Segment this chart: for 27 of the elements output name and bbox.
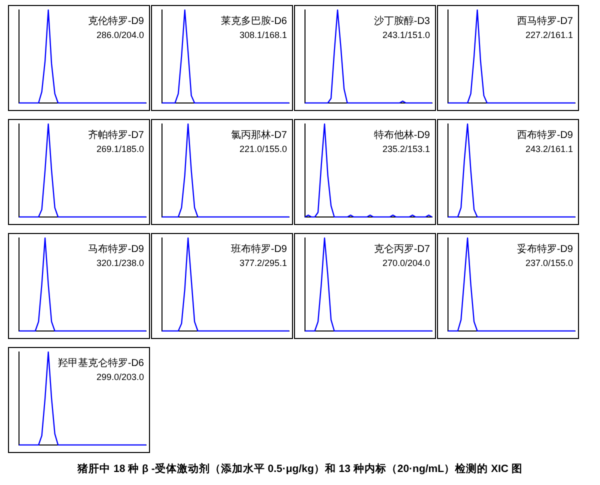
text: 269.1/185.0: [96, 144, 144, 154]
text: 西布特罗-D9: [516, 129, 574, 141]
text: 243.2/161.1: [525, 144, 573, 154]
text: 西马特罗-D7: [516, 15, 574, 27]
text: 308.1/168.1: [239, 30, 287, 40]
text: 班布特罗-D9: [230, 243, 288, 255]
text: 莱克多巴胺-D6: [220, 15, 288, 27]
text: 299.0/203.0: [96, 372, 144, 382]
text: 237.0/155.0: [525, 258, 573, 268]
text: 270.0/204.0: [382, 258, 430, 268]
text: 286.0/204.0: [96, 30, 144, 40]
text: 猪肝中 18 种 β -受体激动剂（添加水平 0.5·μg/kg）和 13 种内标（20·ng/mL）检测的 XIC 图: [76, 462, 524, 476]
text: 羟甲基克仑特罗-D6: [58, 357, 144, 369]
text: 马布特罗-D9: [88, 243, 144, 255]
text: 氯丙那林-D7: [230, 129, 288, 141]
text: 克仑丙罗-D7: [374, 243, 430, 255]
text: 克伦特罗-D9: [88, 15, 144, 27]
text: 377.2/295.1: [239, 258, 287, 268]
text: 齐帕特罗-D7: [88, 129, 144, 141]
text: 沙丁胺醇-D3: [374, 15, 430, 27]
text: 特布他林-D9: [374, 129, 430, 141]
text: 妥布特罗-D9: [516, 243, 574, 255]
text: 243.1/151.0: [382, 30, 430, 40]
text: 221.0/155.0: [239, 144, 287, 154]
text: 227.2/161.1: [525, 30, 573, 40]
text: 235.2/153.1: [382, 144, 430, 154]
text: 320.1/238.0: [96, 258, 144, 268]
